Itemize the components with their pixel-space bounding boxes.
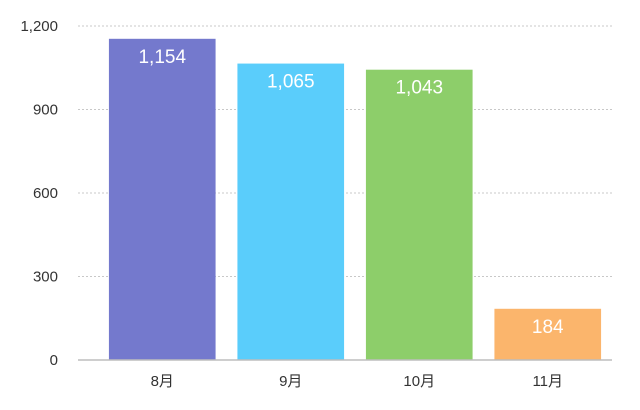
y-tick-label: 0 [50, 352, 58, 369]
bars [108, 38, 602, 360]
bar-value-label: 1,043 [395, 78, 443, 99]
y-tick-label: 600 [33, 185, 58, 202]
x-category-label: 9月 [279, 373, 302, 390]
data-labels: 1,154 1,065 1,043 184 [138, 47, 564, 338]
x-category-label: 8月 [151, 373, 174, 390]
x-category-label: 11月 [532, 373, 563, 390]
bar [365, 69, 473, 360]
y-tick-label: 900 [33, 102, 58, 119]
bar [108, 38, 216, 360]
y-axis-ticks: 0 300 600 900 1,200 [20, 18, 58, 369]
bar-value-label: 184 [532, 317, 564, 338]
x-category-label: 10月 [403, 373, 435, 390]
x-axis-labels: 8月 9月 10月 11月 [151, 373, 563, 390]
bar-value-label: 1,154 [138, 47, 186, 68]
bar-value-label: 1,065 [267, 72, 315, 93]
bar [494, 308, 602, 360]
y-tick-label: 1,200 [20, 18, 58, 35]
y-tick-label: 300 [33, 269, 58, 286]
bar [237, 63, 345, 360]
